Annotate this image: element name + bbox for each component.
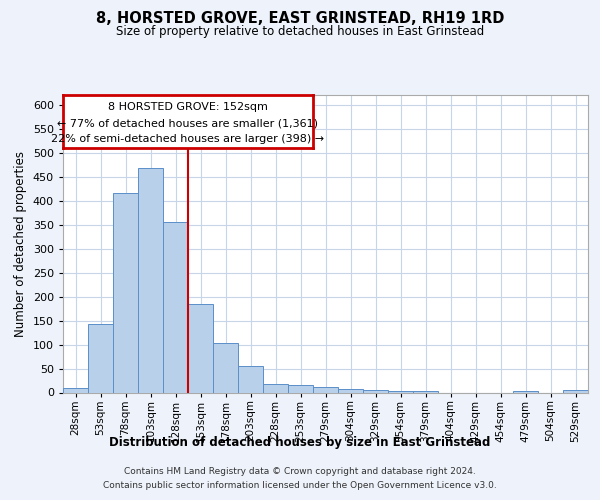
Bar bbox=[163, 222, 188, 392]
Bar bbox=[338, 388, 363, 392]
Bar bbox=[288, 386, 313, 392]
Bar bbox=[88, 324, 113, 392]
Bar bbox=[63, 388, 88, 392]
Text: Contains public sector information licensed under the Open Government Licence v3: Contains public sector information licen… bbox=[103, 480, 497, 490]
Bar bbox=[113, 193, 138, 392]
Text: Contains HM Land Registry data © Crown copyright and database right 2024.: Contains HM Land Registry data © Crown c… bbox=[124, 466, 476, 475]
Bar bbox=[213, 343, 238, 392]
Bar bbox=[413, 390, 438, 392]
Bar bbox=[313, 386, 338, 392]
Text: 22% of semi-detached houses are larger (398) →: 22% of semi-detached houses are larger (… bbox=[52, 134, 325, 144]
Bar bbox=[513, 390, 538, 392]
Bar bbox=[363, 390, 388, 392]
Text: Distribution of detached houses by size in East Grinstead: Distribution of detached houses by size … bbox=[109, 436, 491, 449]
Bar bbox=[263, 384, 288, 392]
Text: 8 HORSTED GROVE: 152sqm: 8 HORSTED GROVE: 152sqm bbox=[108, 102, 268, 112]
Text: ← 77% of detached houses are smaller (1,361): ← 77% of detached houses are smaller (1,… bbox=[58, 118, 319, 128]
Bar bbox=[138, 168, 163, 392]
Bar bbox=[563, 390, 588, 392]
Bar bbox=[188, 304, 213, 392]
Bar bbox=[238, 366, 263, 392]
Text: Size of property relative to detached houses in East Grinstead: Size of property relative to detached ho… bbox=[116, 25, 484, 38]
Y-axis label: Number of detached properties: Number of detached properties bbox=[14, 151, 27, 337]
Bar bbox=[388, 390, 413, 392]
Text: 8, HORSTED GROVE, EAST GRINSTEAD, RH19 1RD: 8, HORSTED GROVE, EAST GRINSTEAD, RH19 1… bbox=[96, 11, 504, 26]
